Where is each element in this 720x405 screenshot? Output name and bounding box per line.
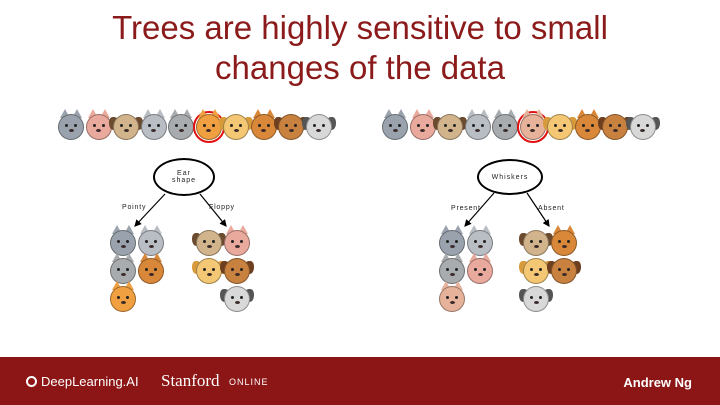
cat-icon: [138, 253, 164, 284]
dog-icon: [192, 230, 226, 256]
cat-icon: [439, 281, 465, 312]
left-root-label: Ear shape: [171, 170, 197, 184]
cat-icon: [382, 109, 408, 140]
left-root-node: Ear shape: [153, 158, 215, 196]
author-name: Andrew Ng: [623, 375, 692, 390]
right-root-node: Whiskers: [477, 159, 543, 195]
dog-icon: [192, 258, 226, 284]
title-line-2: changes of the data: [215, 49, 505, 86]
highlighted-cat-icon: [192, 109, 225, 143]
cat-icon: [464, 109, 491, 140]
online-label: ONLINE: [229, 377, 269, 387]
cat-icon: [409, 109, 436, 140]
deeplearning-logo-text: DeepLearning.AI: [41, 374, 139, 389]
dog-icon: [220, 258, 254, 284]
slide-title: Trees are highly sensitive to small chan…: [0, 8, 720, 88]
cat-icon: [224, 225, 250, 256]
left-tree-left-arrow: [134, 193, 166, 227]
right-leaf-present: [439, 225, 493, 312]
cat-icon: [439, 253, 465, 284]
cat-icon: [467, 225, 493, 256]
title-line-1: Trees are highly sensitive to small: [112, 9, 608, 46]
tree-arrows: [134, 192, 550, 227]
cat-icon: [110, 253, 136, 284]
dog-icon: [519, 286, 553, 312]
dog-icon: [547, 258, 581, 284]
dog-icon: [543, 114, 577, 140]
dog-icon: [220, 286, 254, 312]
dog-icon: [519, 258, 553, 284]
right-tree-right-arrow: [526, 192, 550, 227]
right-dataset-row: [382, 109, 660, 143]
right-branch-label-present: Present: [451, 205, 481, 212]
cat-icon: [467, 253, 493, 284]
dog-icon: [433, 114, 467, 140]
grid-spacer: [196, 286, 222, 312]
left-leaf-pointy: [110, 225, 164, 312]
dog-icon: [301, 114, 336, 140]
cat-icon: [138, 225, 164, 256]
right-root-label: Whiskers: [491, 173, 529, 181]
right-tree-left-arrow: [464, 192, 495, 227]
cat-icon: [439, 225, 465, 256]
right-leaf-absent: [519, 225, 581, 312]
dog-icon: [219, 114, 253, 140]
left-branch-label-floppy: Floppy: [209, 204, 235, 211]
cat-icon: [58, 109, 84, 140]
left-leaf-floppy: [192, 225, 254, 312]
cat-icon: [110, 225, 136, 256]
cat-icon: [551, 225, 577, 256]
footer-bar: DeepLearning.AI Stanford ONLINE Andrew N…: [0, 357, 720, 405]
dog-icon: [625, 114, 660, 140]
right-branch-label-absent: Absent: [538, 205, 565, 212]
cat-icon: [85, 109, 112, 140]
cat-icon: [110, 281, 136, 312]
cat-icon: [168, 109, 194, 140]
cat-icon: [140, 109, 167, 140]
stanford-logo: Stanford: [161, 371, 220, 390]
left-branch-label-pointy: Pointy: [122, 204, 147, 211]
left-dataset-row: [58, 109, 336, 143]
cat-icon: [492, 109, 518, 140]
deeplearning-logo: DeepLearning.AI: [26, 374, 139, 389]
left-tree-right-arrow: [199, 193, 227, 227]
dog-icon: [519, 230, 553, 256]
dog-icon: [109, 114, 143, 140]
highlighted-cat-icon: [516, 109, 549, 143]
deeplearning-logo-icon: [26, 376, 37, 387]
